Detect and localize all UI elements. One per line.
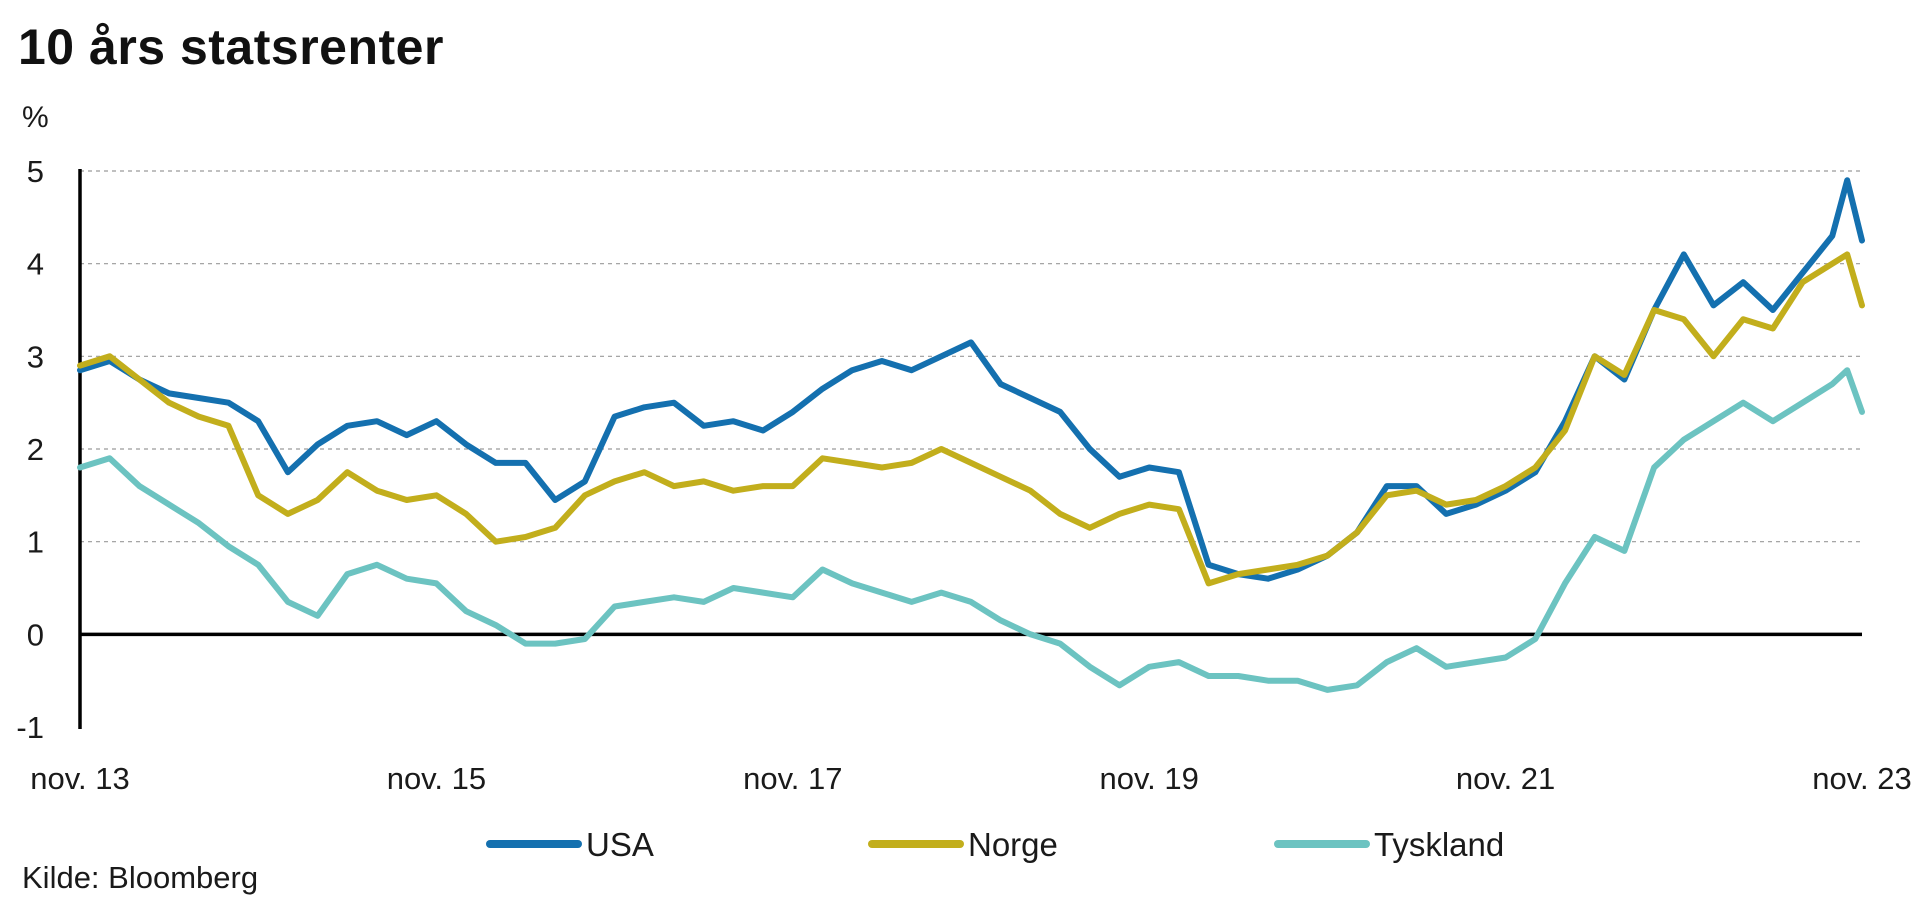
y-tick-label: 4 bbox=[27, 247, 44, 282]
gridlines bbox=[80, 170, 1862, 543]
source-note: Kilde: Bloomberg bbox=[22, 860, 258, 895]
y-tick-label: 5 bbox=[27, 154, 44, 189]
x-tick-label: nov. 13 bbox=[30, 761, 129, 796]
legend-label-norge: Norge bbox=[968, 826, 1058, 863]
legend-label-tyskland: Tyskland bbox=[1374, 826, 1504, 863]
x-axis-tick-labels: nov. 13 nov. 15 nov. 17 nov. 19 nov. 21 nov. … bbox=[30, 761, 1911, 796]
series-line-tyskland bbox=[77, 367, 1865, 693]
x-tick-label: nov. 21 bbox=[1456, 761, 1555, 796]
series-line-norge bbox=[77, 251, 1865, 587]
x-tick-label: nov. 23 bbox=[1812, 761, 1911, 796]
y-tick-label: -1 bbox=[16, 710, 44, 745]
y-axis-unit-label: % bbox=[22, 101, 49, 134]
axes bbox=[78, 169, 1862, 729]
chart-title: 10 års statsrenter bbox=[18, 19, 444, 75]
legend-label-usa: USA bbox=[586, 826, 654, 863]
legend: USA Norge Tyskland bbox=[486, 826, 1504, 863]
x-tick-label: nov. 17 bbox=[743, 761, 842, 796]
y-tick-label: 3 bbox=[27, 339, 44, 374]
x-tick-label: nov. 19 bbox=[1100, 761, 1199, 796]
y-tick-label: 1 bbox=[27, 525, 44, 560]
y-tick-label: 0 bbox=[27, 617, 44, 652]
series-line-usa bbox=[77, 177, 1865, 582]
y-tick-label: 2 bbox=[27, 432, 44, 467]
y-axis-tick-labels: 5 4 3 2 1 0 -1 bbox=[16, 154, 44, 745]
x-tick-label: nov. 15 bbox=[387, 761, 486, 796]
series-lines bbox=[77, 177, 1865, 693]
